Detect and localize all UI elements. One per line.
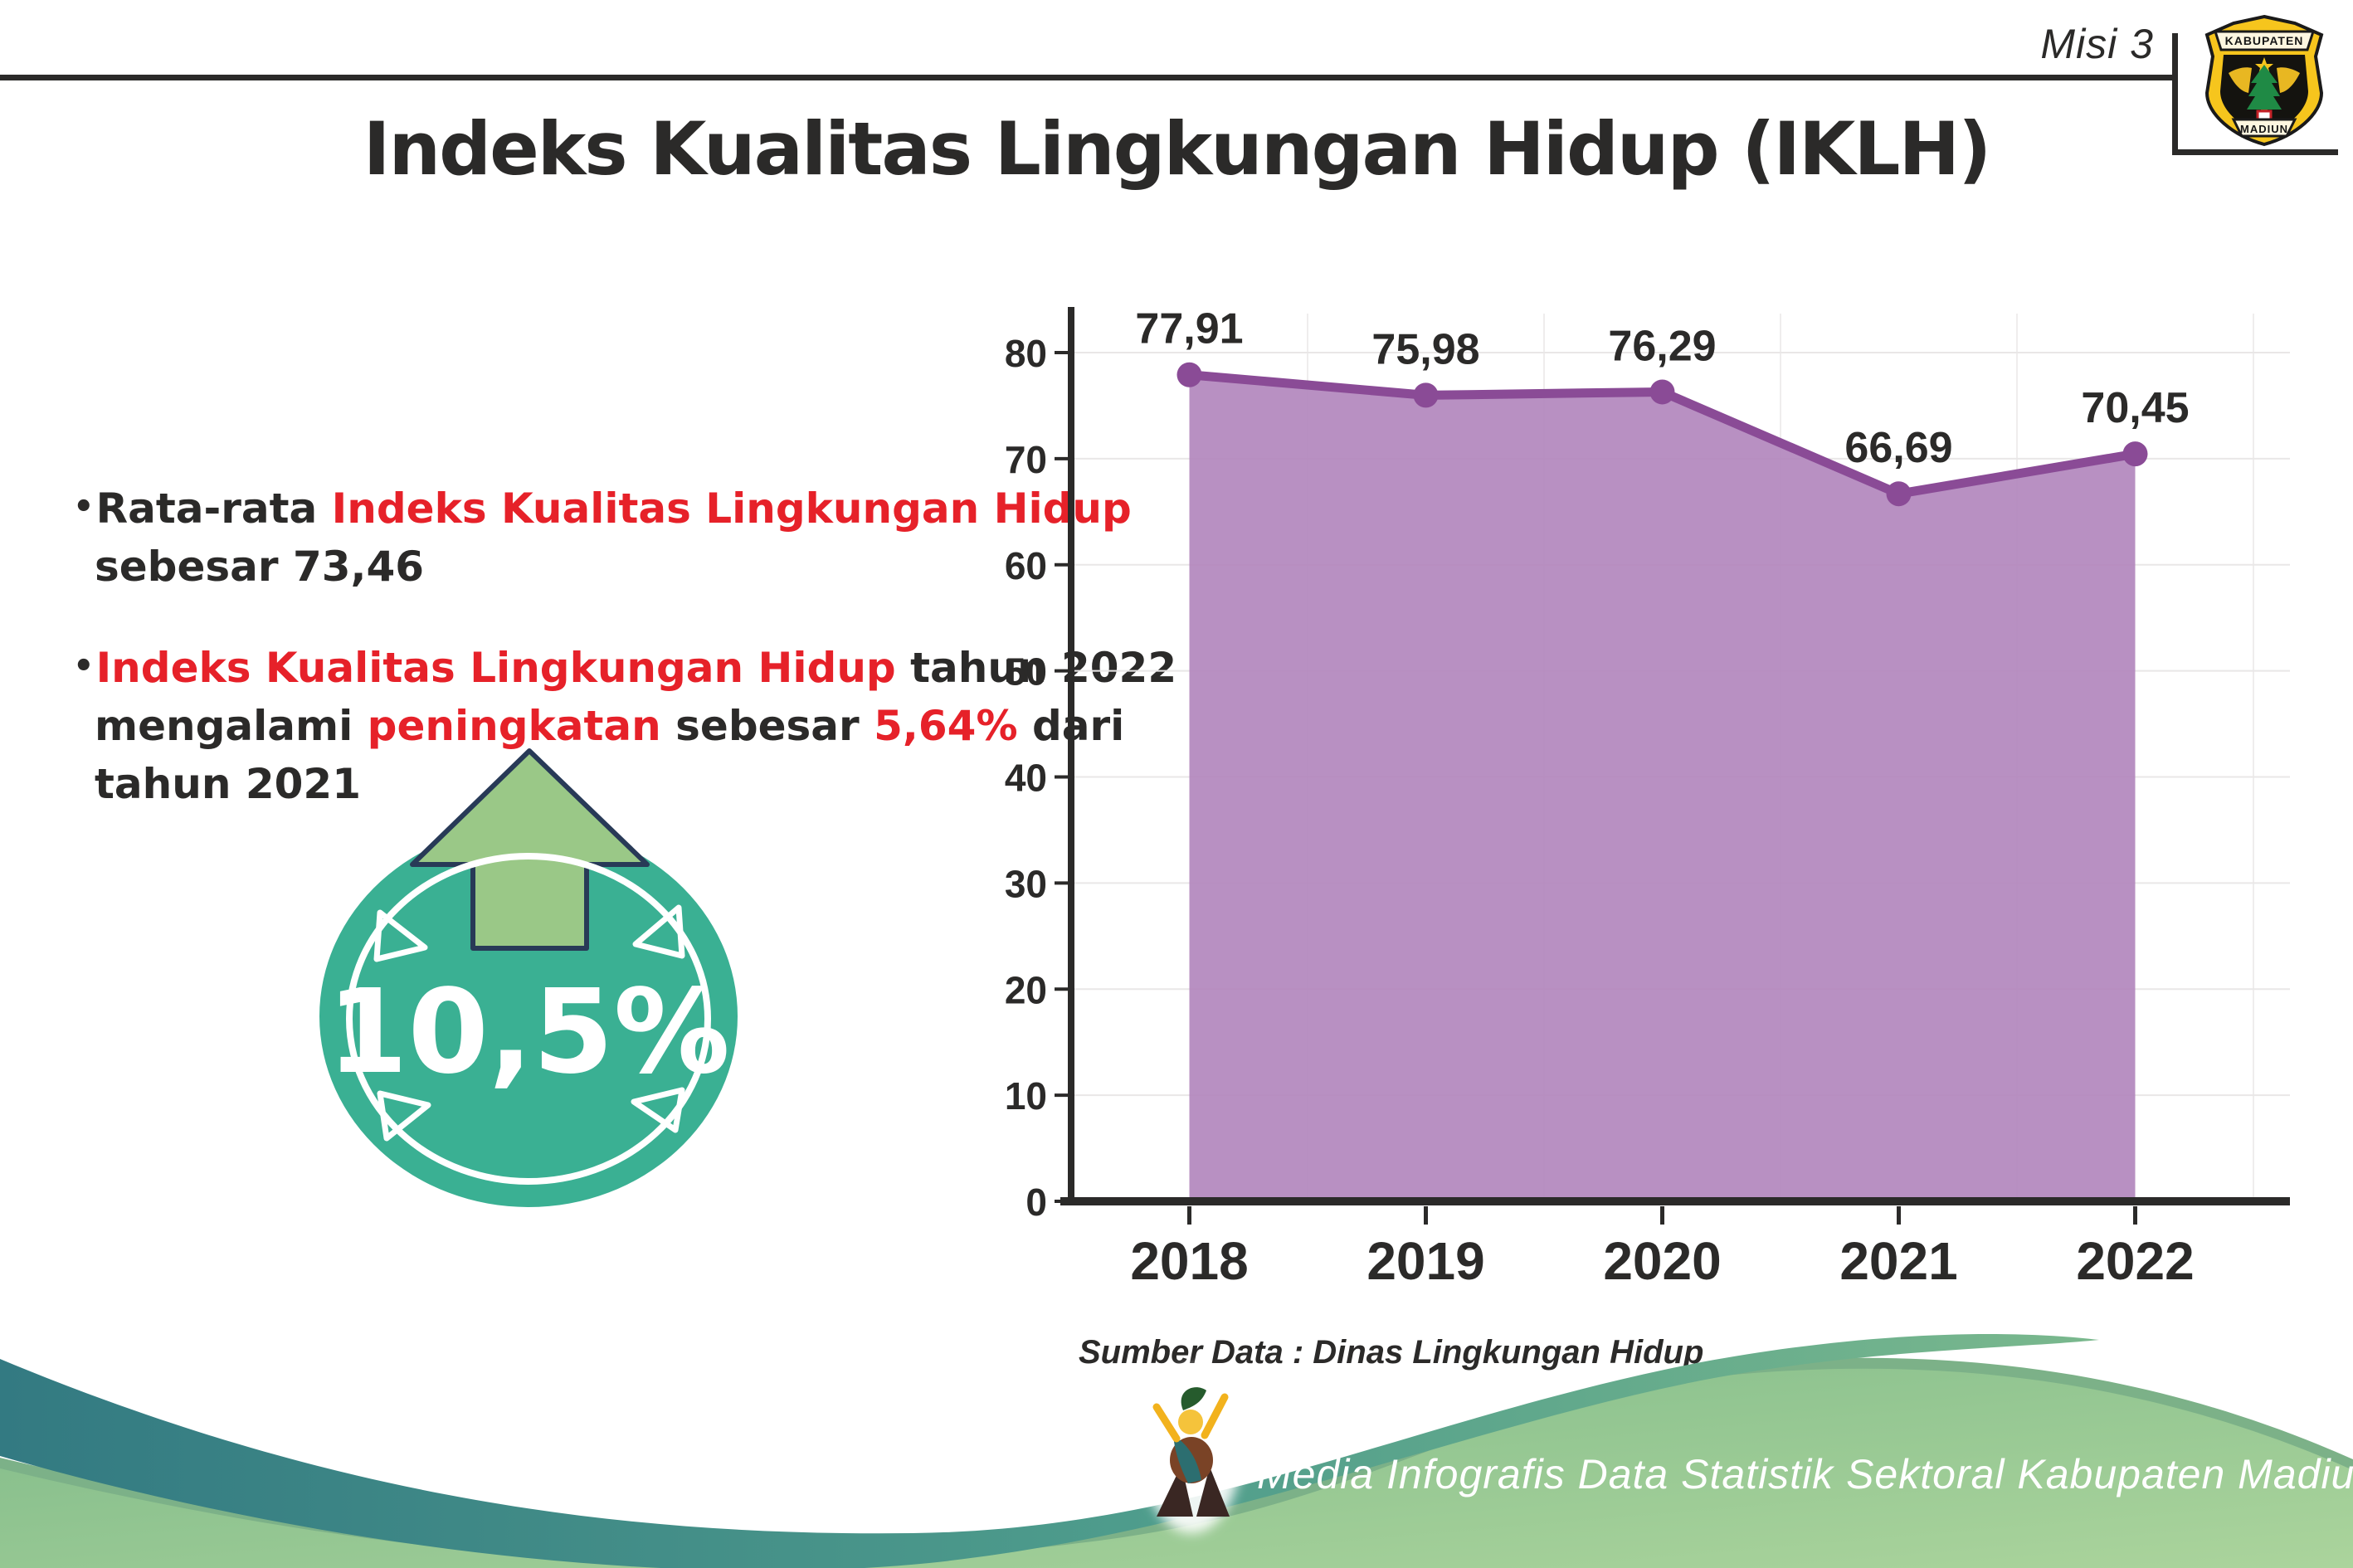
bullet-text: dari: [1031, 702, 1125, 750]
chart-data-label: 77,91: [1135, 305, 1243, 353]
chart-marker: [1649, 379, 1675, 405]
bullet-text-highlight: Indeks Kualitas Lingkungan Hidup: [95, 644, 896, 692]
chart-y-tick-label: 0: [1025, 1181, 1047, 1224]
mascot-icon: [1142, 1367, 1241, 1533]
bullet-text: sebesar: [660, 702, 874, 750]
page-title: Indeks Kualitas Lingkungan Hidup (IKLH): [363, 106, 1992, 192]
badge-inner-ring: [346, 853, 711, 1185]
bullet-text: tahun 2022: [895, 644, 1177, 692]
badge-triangle-ne: [632, 904, 685, 959]
logo-banner-top-text: KABUPATEN: [2225, 34, 2304, 47]
footer-wave-teal: [0, 1333, 2099, 1568]
badge-value: 10,5%: [327, 965, 730, 1100]
kabupaten-madiun-logo: KABUPATEN MADIUN: [2204, 14, 2324, 147]
badge-triangle-se: [631, 1087, 685, 1133]
chart-y-tick-label: 50: [1005, 650, 1047, 694]
badge-triangle-nw: [373, 909, 428, 962]
chart-y-tick-label: 70: [1005, 438, 1047, 481]
chart-y-tick-label: 10: [1005, 1074, 1047, 1118]
chart-y-tick-label: 60: [1005, 544, 1047, 587]
bullet-dot: •: [73, 647, 95, 685]
logo-tree-icon: [2247, 65, 2282, 110]
chart-y-tick-label: 80: [1005, 332, 1047, 375]
chart-data-label: 76,29: [1608, 322, 1716, 370]
logo-wing-right: [2277, 67, 2300, 93]
chart-data-label: 66,69: [1844, 424, 1952, 472]
bullet-iklh-increase: •Indeks Kualitas Lingkungan Hidup tahun …: [73, 637, 1176, 813]
footer-wave-green: [0, 1368, 2353, 1568]
misi-label: Misi 3: [2040, 21, 2154, 67]
increase-percentage-badge: 10,5%: [319, 748, 738, 1207]
logo-bracket-horizontal: [2172, 149, 2338, 155]
bullet-text: sebesar 73,46: [95, 543, 425, 591]
logo-banner-bottom-text: MADIUN: [2240, 123, 2288, 135]
logo-banner-bottom: [2231, 118, 2297, 138]
bullet-average-iklh: •Rata-rata Indeks Kualitas Lingkungan Hi…: [73, 478, 1132, 596]
chart-y-tick-label: 40: [1005, 757, 1047, 800]
iklh-area-chart: 0 10 20 30 40 50 60 70 80 2018 2019 2020 2021 2022 77,…: [1005, 305, 2290, 1291]
chart-data-label: 70,45: [2081, 384, 2189, 432]
chart-x-label: 2018: [1130, 1231, 1248, 1291]
chart-data-label: 75,98: [1371, 325, 1479, 373]
footer-wave: [0, 1333, 2353, 1568]
logo-wing-left: [2229, 67, 2252, 93]
chart-marker: [2122, 441, 2148, 467]
bullet-dot: •: [73, 488, 95, 526]
bullet-text-highlight: peningkatan: [367, 702, 661, 750]
chart-x-label: 2021: [1839, 1231, 1957, 1291]
bullet-text-highlight: 5,64%: [874, 702, 1018, 750]
chart-x-label: 2020: [1603, 1231, 1721, 1291]
logo-bracket-vertical: [2172, 33, 2178, 155]
top-divider-rule: [0, 75, 2177, 80]
up-arrow-icon: [410, 748, 650, 951]
chart-x-label: 2019: [1366, 1231, 1484, 1291]
chart-source-caption: Sumber Data : Dinas Lingkungan Hidup: [1079, 1334, 1704, 1371]
badge-triangle-sw: [377, 1090, 431, 1142]
bullet-text-highlight: Indeks Kualitas Lingkungan Hidup: [331, 485, 1132, 533]
bullet-text: tahun 2021: [95, 760, 361, 808]
chart-y-tick-label: 20: [1005, 968, 1047, 1011]
bullet-text: mengalami: [95, 702, 368, 750]
chart-marker: [1176, 362, 1202, 387]
chart-marker: [1886, 481, 1912, 507]
chart-y-tick-label: 30: [1005, 862, 1047, 905]
chart-area: [1189, 374, 2136, 1201]
logo-banner-top: [2213, 30, 2316, 51]
footer-caption: Media Infografis Data Statistik Sektoral…: [1257, 1451, 2353, 1497]
chart-x-label: 2022: [2076, 1231, 2194, 1291]
chart-marker: [1413, 382, 1439, 408]
bullet-text: Rata-rata: [95, 485, 332, 533]
